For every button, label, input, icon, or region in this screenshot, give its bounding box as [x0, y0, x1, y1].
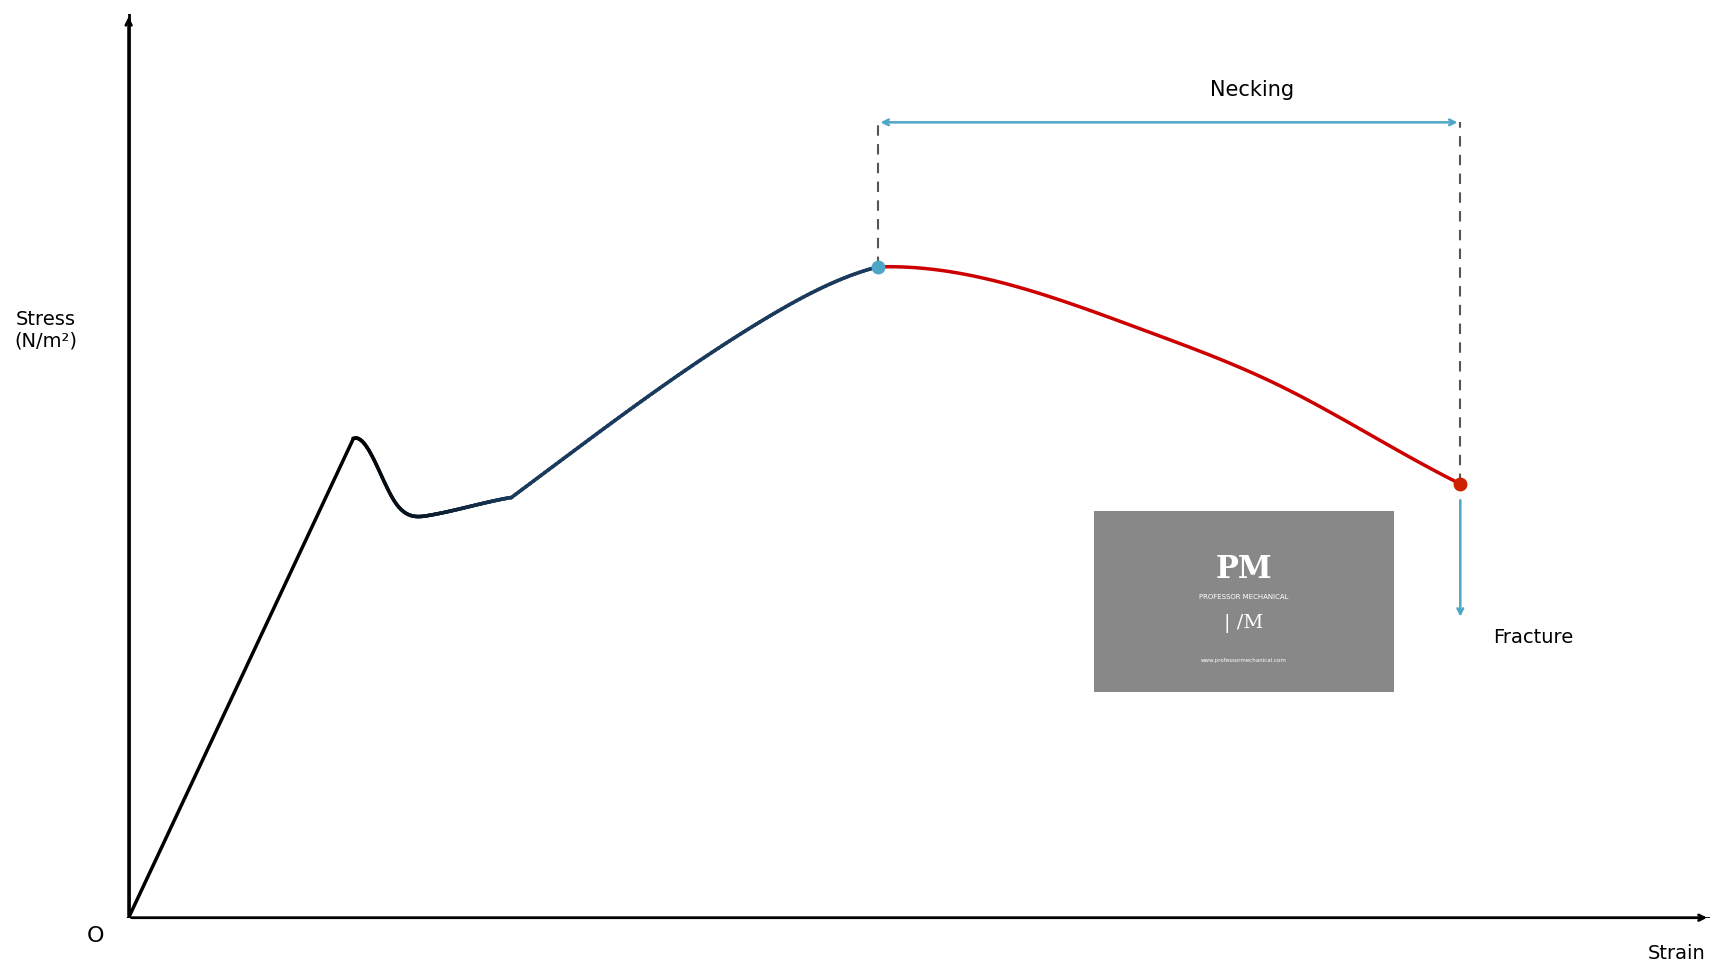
- Text: | /M: | /M: [1224, 615, 1263, 633]
- Text: Strain: Strain: [1648, 945, 1705, 963]
- Text: Stress
(N/m²): Stress (N/m²): [14, 310, 78, 351]
- Text: Necking: Necking: [1210, 80, 1294, 100]
- Text: O: O: [86, 925, 104, 946]
- Text: PROFESSOR MECHANICAL: PROFESSOR MECHANICAL: [1200, 594, 1289, 600]
- Text: PM: PM: [1215, 554, 1272, 586]
- Text: www.professormechanical.com: www.professormechanical.com: [1201, 657, 1288, 662]
- Text: Fracture: Fracture: [1493, 628, 1574, 648]
- Bar: [1094, 511, 1393, 691]
